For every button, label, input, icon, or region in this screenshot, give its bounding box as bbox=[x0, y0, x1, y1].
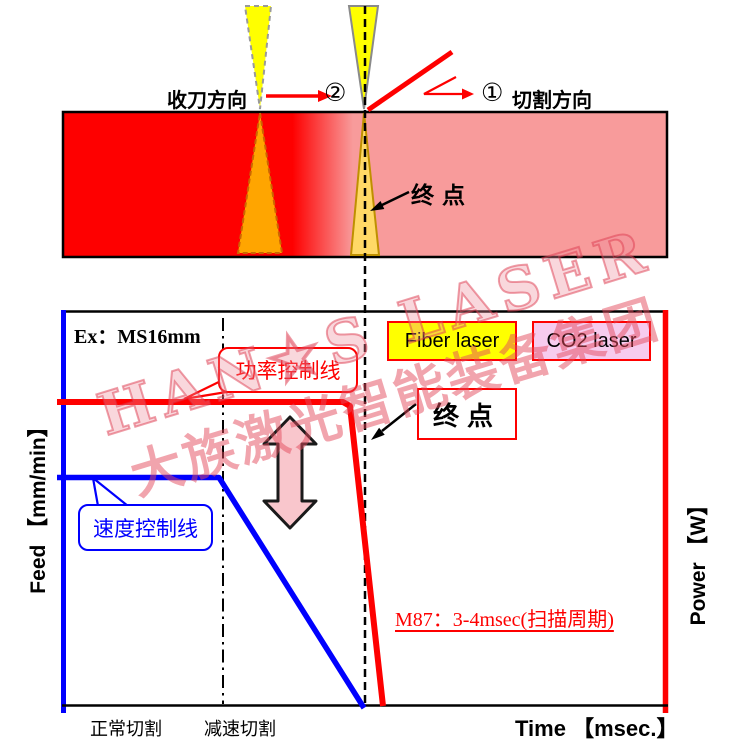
endpoint-chart-pointer-line bbox=[381, 403, 417, 432]
retract-arrowhead-icon bbox=[318, 90, 332, 102]
speed-bubble-tail bbox=[91, 475, 132, 508]
retract-direction-label: 收刀方向 bbox=[167, 90, 247, 112]
m87-scan-period-note: M87：3-4msec(扫描周期) bbox=[395, 609, 614, 631]
updown-arrow-icon bbox=[262, 415, 318, 530]
step1-circled-number: ① bbox=[481, 79, 504, 107]
legend-fiber-laser: Fiber laser bbox=[387, 321, 517, 361]
endpoint-chart-box: 终点 bbox=[417, 388, 517, 440]
retract-beam-cone-icon bbox=[243, 5, 273, 110]
power-control-line bbox=[57, 399, 386, 707]
feed-axis-label: Feed 【mm/min】 bbox=[27, 416, 50, 594]
power-line-callout: 功率控制线 bbox=[218, 347, 358, 393]
zone-normal-cutting-label: 正常切割 bbox=[90, 719, 162, 739]
speed-line-callout: 速度控制线 bbox=[78, 504, 213, 551]
cut-swoosh-line-icon bbox=[366, 49, 454, 113]
example-thickness-label: Ex：MS16mm bbox=[74, 326, 201, 348]
endpoint-beam-cone-icon bbox=[347, 5, 380, 110]
power-axis-label: Power 【W】 bbox=[687, 494, 710, 626]
step2-circled-number: ② bbox=[324, 79, 347, 107]
cut-direction-arrow-icon bbox=[423, 76, 462, 96]
endpoint-top-pointer-line bbox=[381, 190, 410, 207]
legend-co2-laser-label: CO2 laser bbox=[546, 329, 637, 352]
zone-decel-cutting-label: 减速切割 bbox=[204, 719, 276, 739]
endpoint-chart-label: 终点 bbox=[432, 400, 501, 431]
power-line-callout-text: 功率控制线 bbox=[235, 360, 341, 383]
time-axis-label: Time 【msec.】 bbox=[515, 716, 679, 741]
endpoint-chart-arrowhead-icon bbox=[371, 427, 385, 440]
retract-kerf-cone-icon bbox=[236, 112, 284, 254]
legend-fiber-laser-label: Fiber laser bbox=[404, 329, 500, 352]
speed-line-callout-text: 速度控制线 bbox=[93, 517, 198, 541]
speed-control-line bbox=[57, 474, 367, 710]
endpoint-top-arrowhead-icon bbox=[370, 201, 385, 211]
legend-co2-laser: CO2 laser bbox=[532, 321, 651, 361]
cut-direction-arrowhead-icon bbox=[462, 88, 474, 100]
cut-direction-label: 切割方向 bbox=[512, 90, 592, 112]
endpoint-top-label: 终点 bbox=[411, 182, 473, 208]
